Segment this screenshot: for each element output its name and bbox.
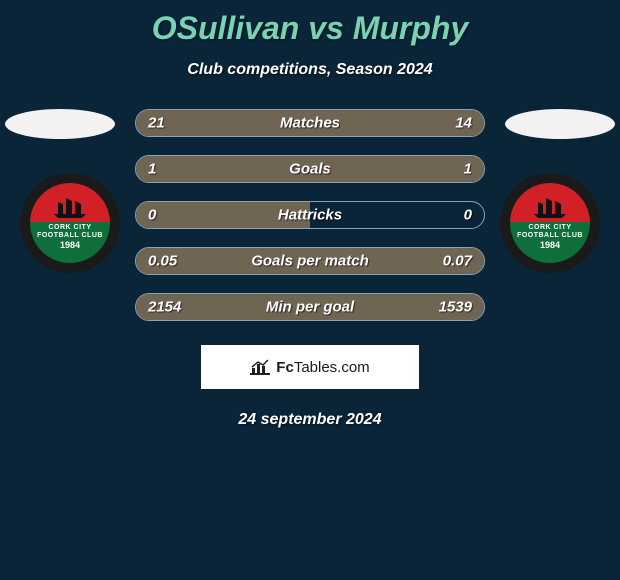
ship-icon	[50, 196, 90, 218]
badge-line2: FOOTBALL CLUB	[37, 232, 103, 240]
player-photo-left-placeholder	[5, 109, 115, 139]
stat-value-right: 1539	[439, 299, 472, 316]
stat-value-left: 0.05	[148, 253, 177, 270]
badge-year: 1984	[60, 240, 80, 250]
badge-year: 1984	[540, 240, 560, 250]
stat-label: Matches	[280, 115, 340, 132]
stat-row: 2154 Min per goal 1539	[135, 293, 485, 321]
stat-row: 0.05 Goals per match 0.07	[135, 247, 485, 275]
stat-label: Hattricks	[278, 207, 342, 224]
stat-row: 21 Matches 14	[135, 109, 485, 137]
stat-value-left: 1	[148, 161, 156, 178]
page-subtitle: Club competitions, Season 2024	[0, 61, 620, 79]
stat-row: 1 Goals 1	[135, 155, 485, 183]
attribution-box: FcTables.com	[201, 345, 419, 389]
player-photo-right-placeholder	[505, 109, 615, 139]
stat-value-left: 2154	[148, 299, 181, 316]
page-title: OSullivan vs Murphy	[0, 0, 620, 47]
badge-line2: FOOTBALL CLUB	[517, 232, 583, 240]
bar-fill-right	[310, 156, 484, 182]
stat-label: Goals	[289, 161, 331, 178]
club-badge-right: CORK CITY FOOTBALL CLUB 1984	[500, 173, 600, 273]
stat-row: 0 Hattricks 0	[135, 201, 485, 229]
stat-value-right: 0	[464, 207, 472, 224]
bar-fill-left	[136, 156, 310, 182]
stat-value-right: 1	[464, 161, 472, 178]
club-badge-left: CORK CITY FOOTBALL CLUB 1984	[20, 173, 120, 273]
stat-label: Min per goal	[266, 299, 354, 316]
stat-value-right: 14	[455, 115, 472, 132]
chart-icon	[250, 359, 270, 375]
date-text: 24 september 2024	[0, 411, 620, 429]
stat-value-left: 21	[148, 115, 165, 132]
stat-value-right: 0.07	[443, 253, 472, 270]
stat-value-left: 0	[148, 207, 156, 224]
stat-label: Goals per match	[251, 253, 369, 270]
badge-line1: CORK CITY	[529, 224, 572, 232]
stat-bars: 21 Matches 14 1 Goals 1 0 Hattricks 0 0.05 Goals p…	[135, 109, 485, 321]
attribution-text: FcTables.com	[276, 359, 369, 376]
badge-line1: CORK CITY	[49, 224, 92, 232]
ship-icon	[530, 196, 570, 218]
comparison-stage: CORK CITY FOOTBALL CLUB 1984	[0, 109, 620, 321]
